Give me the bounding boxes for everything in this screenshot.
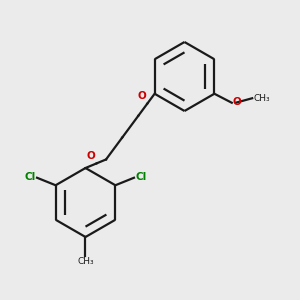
Text: O: O: [137, 91, 146, 101]
Text: O: O: [86, 151, 95, 161]
Text: O: O: [233, 97, 242, 107]
Text: CH₃: CH₃: [77, 257, 94, 266]
Text: Cl: Cl: [135, 172, 146, 182]
Text: Cl: Cl: [25, 172, 36, 182]
Text: CH₃: CH₃: [254, 94, 270, 103]
